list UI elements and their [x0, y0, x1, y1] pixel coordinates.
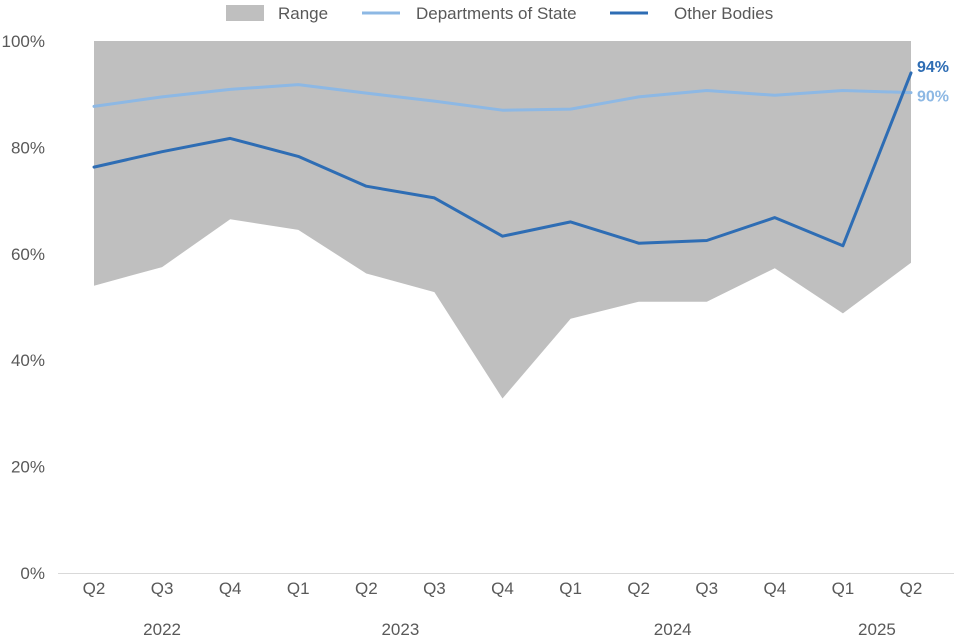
axes: 0% 20% 40% 60% 80% 100% Q2 Q3 Q4 Q1 Q2 Q3 Q4 Q1 Q2 Q3 Q4…: [2, 32, 954, 639]
series-line-departments-of-state: [92, 83, 913, 112]
year-label: 2023: [381, 620, 419, 639]
end-label-other-bodies: 94%: [917, 59, 949, 76]
legend-range-swatch: [226, 5, 264, 21]
legend-departments-label: Departments of State: [416, 4, 577, 23]
x-tick-label: Q4: [219, 579, 242, 598]
plot-area: 90% 94%: [92, 41, 949, 399]
y-tick-label: 20%: [11, 458, 45, 477]
y-tick-label: 0%: [20, 564, 45, 583]
y-tick-label: 100%: [2, 32, 45, 51]
x-tick-label: Q1: [287, 579, 310, 598]
x-tick-label: Q3: [695, 579, 718, 598]
series-line-other-bodies: [92, 71, 913, 248]
x-tick-label: Q1: [559, 579, 582, 598]
legend-other-bodies-label: Other Bodies: [674, 4, 773, 23]
y-tick-label: 40%: [11, 351, 45, 370]
x-tick-label: Q2: [355, 579, 378, 598]
x-tick-label: Q1: [832, 579, 855, 598]
y-tick-label: 80%: [11, 138, 45, 157]
year-label: 2024: [654, 620, 692, 639]
y-tick-label: 60%: [11, 245, 45, 264]
legend-range-label: Range: [278, 4, 328, 23]
legend: Range Departments of State Other Bodies: [226, 4, 773, 23]
x-tick-label: Q3: [151, 579, 174, 598]
year-label: 2022: [143, 620, 181, 639]
x-tick-label: Q4: [491, 579, 514, 598]
x-tick-label: Q2: [83, 579, 106, 598]
range-band: [94, 41, 911, 399]
year-label: 2025: [858, 620, 896, 639]
x-tick-label: Q3: [423, 579, 446, 598]
x-tick-label: Q2: [900, 579, 923, 598]
x-tick-label: Q4: [763, 579, 786, 598]
end-label-departments-of-state: 90%: [917, 89, 949, 106]
x-tick-label: Q2: [627, 579, 650, 598]
